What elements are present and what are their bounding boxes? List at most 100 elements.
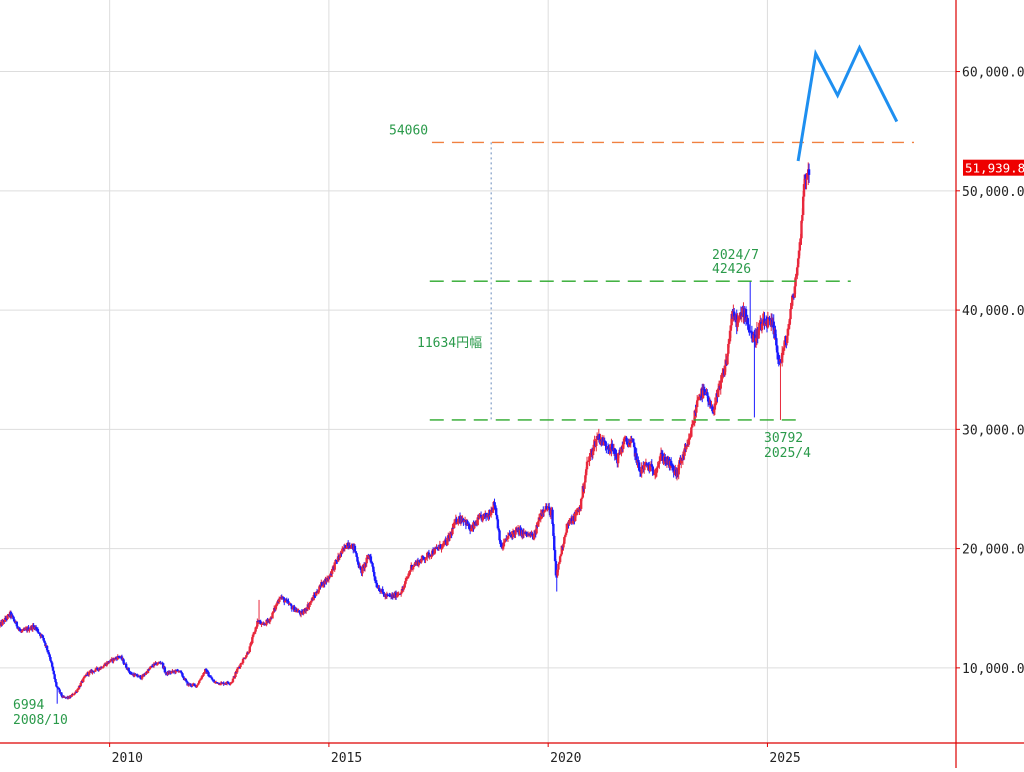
candle-body [539,513,542,520]
candle-body [117,656,120,658]
candle-body [339,552,342,558]
candle-body [156,664,159,666]
current-price-badge [963,159,1024,176]
candle-body [595,438,598,446]
candle-body [256,620,259,627]
candle-body [793,286,796,298]
candle-body [795,275,798,278]
candle-body [76,689,79,692]
candle-body [606,446,610,450]
candle-body [777,358,780,361]
candle-body [670,465,674,467]
candle-body [305,609,309,611]
candle-body [228,683,231,685]
candle-body [241,662,244,664]
candle-body [112,658,115,662]
candle-body [620,446,623,454]
candle-body [791,295,795,297]
candle-body [18,628,21,630]
candle-body [185,680,188,682]
candle-body [453,522,457,524]
candle-body [757,329,760,339]
candle-body [660,452,664,454]
candle-body [685,447,688,450]
candle-body [197,682,200,685]
candle-body [508,533,511,535]
candle-body [357,561,360,565]
candle-body [648,465,652,472]
candle-body [430,555,433,557]
candle-body [635,453,638,463]
candle-body [355,553,358,557]
candle-body [571,521,574,524]
candle-body [549,510,553,516]
bottom-date-label: 2008/10 [13,713,68,728]
candle-body [495,515,499,520]
candle-body [287,601,290,604]
candle-body [272,611,275,613]
candle-body [359,566,362,570]
candle-body [402,587,405,590]
candle-body [18,629,22,631]
candle-body [427,552,431,557]
candle-body [589,453,592,458]
candle-body [632,442,636,448]
candle-body [212,680,215,682]
candle-body [499,540,502,545]
candle-body [501,546,505,549]
candle-body [203,672,206,674]
candle-body [88,671,92,673]
candle-body [604,441,607,447]
candle-body [265,619,268,625]
candle-body [144,673,147,675]
candle-body [518,529,521,535]
candle-body [198,680,201,683]
candle-body [429,554,432,556]
candle-body [196,684,199,686]
candle-body [289,603,293,606]
candle-body [182,677,186,680]
candle-body [782,347,786,351]
candle-body [611,449,615,451]
candle-body [57,687,61,690]
candle-body [672,466,675,473]
candle-body [598,434,601,443]
candle-body [222,682,225,685]
candle-body [331,569,334,574]
candle-body [43,640,46,643]
candle-body [554,561,558,576]
candle-body [181,673,184,677]
candle-body [417,560,421,566]
candle-body [308,603,311,607]
candle-body [650,464,653,467]
candle-body [48,654,51,658]
candle-body [761,319,765,324]
candle-body [290,605,294,610]
candle-body [346,543,350,547]
candle-body [235,672,238,674]
candle-body [241,658,245,663]
candle-body [556,569,559,576]
candle-body [285,599,288,601]
candle-body [433,548,437,554]
candle-body [412,565,415,567]
x-tick-label: 2020 [550,751,581,766]
candle-body [385,594,389,597]
candle-body [47,652,50,655]
candle-body [489,514,492,517]
candle-body [473,522,476,529]
candle-body [314,595,317,597]
candle-body [602,440,606,446]
candle-body [406,576,410,579]
candle-body [437,547,441,550]
y-tick-label: 20,000.00 [962,543,1024,558]
candle-body [806,176,809,179]
candle-body [696,400,699,407]
candle-body [662,460,665,462]
candle-body [686,444,690,446]
candle-body [333,562,336,570]
candle-body [729,325,733,331]
candle-body [463,520,466,522]
candle-body [36,629,40,633]
